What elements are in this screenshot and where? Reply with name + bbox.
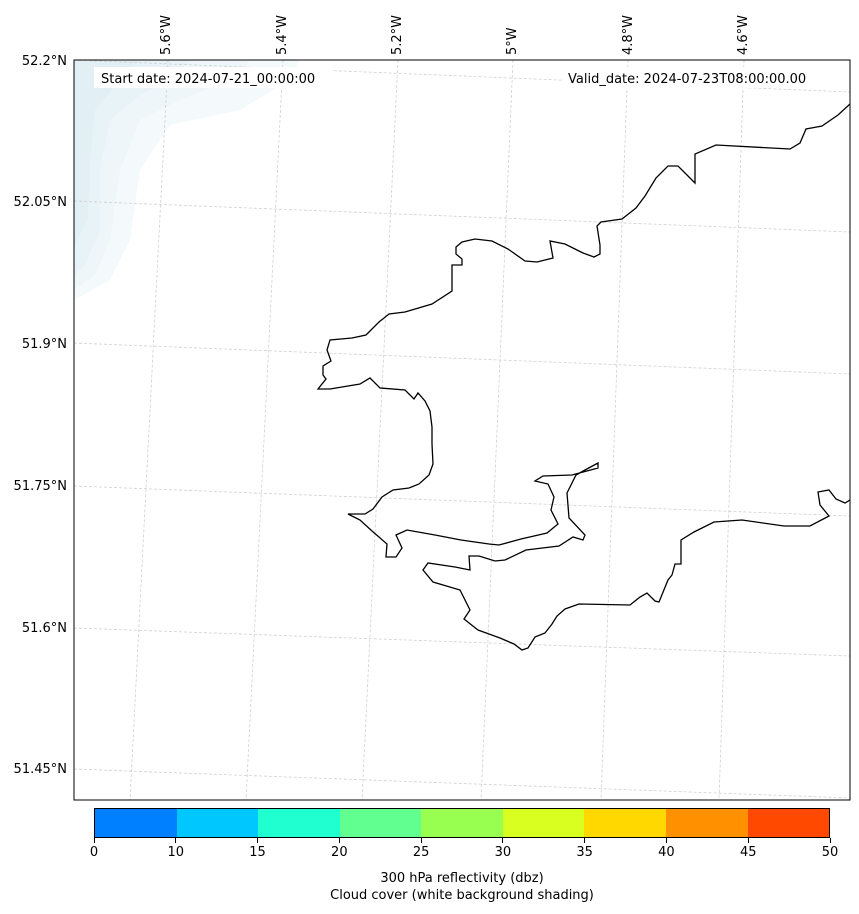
colorbar-segment [339,809,422,837]
colorbar-caption: 300 hPa reflectivity (dbz) Cloud cover (… [94,870,830,904]
colorbar-tick-label: 0 [89,845,99,860]
colorbar-segment [502,809,585,837]
colorbar-tick-label: 30 [494,845,512,860]
lon-label: 5.2°W [390,15,405,55]
colorbar-segment [421,809,503,837]
lon-label: 5.4°W [275,15,290,55]
start-date-box [94,67,332,88]
colorbar-tick [829,838,831,843]
colorbar-tick-label: 50 [821,845,839,860]
colorbar-caption-line2: Cloud cover (white background shading) [330,888,594,903]
colorbar [94,808,830,838]
lon-label: 4.6°W [736,15,751,55]
colorbar-tick [257,838,259,843]
colorbar-tick [747,838,749,843]
colorbar-caption-line1: 300 hPa reflectivity (dbz) [380,871,544,886]
lon-label: 5.6°W [159,15,174,55]
colorbar-tick [665,838,667,843]
colorbar-tick [175,838,177,843]
colorbar-tick-label: 15 [249,845,266,860]
colorbar-tick-label: 25 [412,845,430,860]
colorbar-segment [747,809,830,837]
lon-label: 5°W [505,27,520,55]
colorbar-tick [584,838,586,843]
colorbar-tick-label: 20 [331,845,348,860]
colorbar-tick [338,838,340,843]
colorbar-tick-label: 35 [576,845,593,860]
lat-label: 51.6°N [22,621,67,636]
start-date-label: Start date: 2024-07-21_00:00:00 [101,72,315,87]
cloud-cover-shading [74,60,300,300]
lat-label: 52.2°N [22,54,67,69]
coastline [316,103,850,651]
colorbar-tick [93,838,95,843]
valid-date-label: Valid_date: 2024-07-23T08:00:00.00 [568,72,806,87]
latitude-labels: 52.2°N 52.05°N 51.9°N 51.75°N 51.6°N 51.… [14,54,67,777]
lat-label: 51.45°N [14,762,67,777]
map-background [74,60,850,800]
lon-label: 4.8°W [621,15,636,55]
colorbar-tick-label: 40 [658,845,675,860]
valid-date-box [562,67,830,88]
colorbar-tick-label: 45 [739,845,757,860]
lat-label: 51.75°N [14,479,67,494]
colorbar-tick [420,838,422,843]
colorbar-segment [95,809,177,837]
colorbar-segment [258,809,340,837]
colorbar-tick-label: 10 [167,845,185,860]
colorbar-segment [584,809,666,837]
map-frame [73,59,851,801]
longitude-labels: 5.6°W 5.4°W 5.2°W 5°W 4.8°W 4.6°W [159,15,751,55]
lat-label: 51.9°N [22,337,67,352]
colorbar-segment [176,809,259,837]
colorbar-tick [502,838,504,843]
colorbar-segment [665,809,748,837]
lat-label: 52.05°N [14,195,67,210]
